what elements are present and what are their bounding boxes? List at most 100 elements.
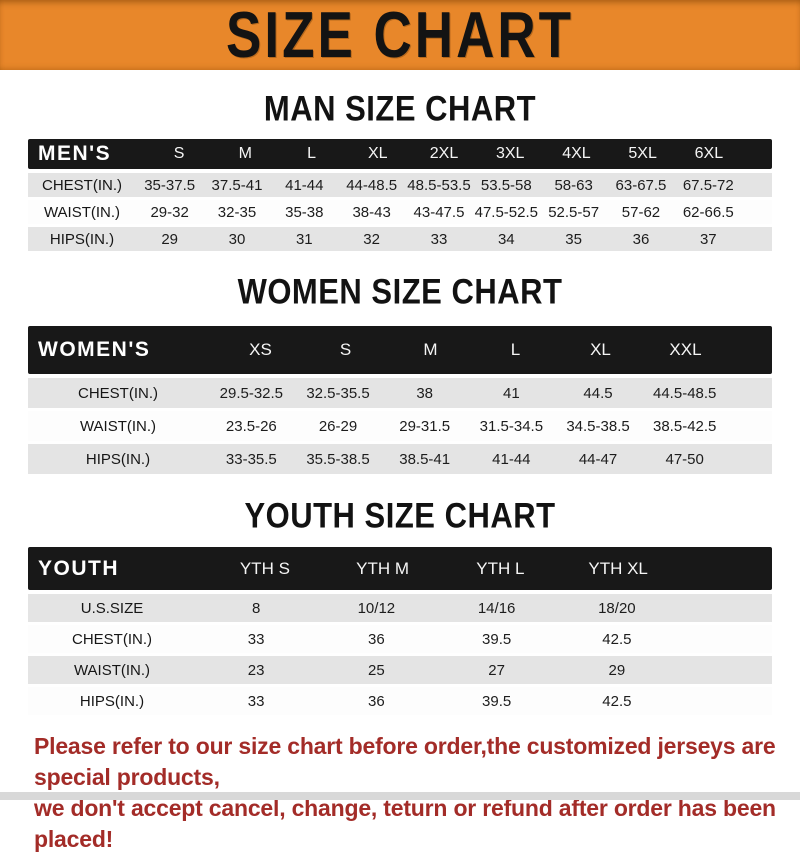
size-value-cell: 35-37.5: [144, 176, 196, 194]
size-value-cell: 29: [161, 230, 178, 248]
size-value-cell: 37.5-41: [211, 176, 263, 194]
footer-line-1: Please refer to our size chart before or…: [34, 733, 776, 790]
size-value-cell: 35.5-38.5: [306, 450, 370, 468]
size-value-cell: 48.5-53.5: [407, 176, 471, 194]
footer-line-2: we don't accept cancel, change, teturn o…: [34, 795, 776, 852]
size-value-cell: 14/16: [477, 599, 516, 617]
size-value-cell: 33: [247, 630, 265, 648]
men-size-table: MEN'S S M L XL 2XL 3XL 4XL 5XL 6XL CHEST(IN.) 35-37…: [28, 139, 772, 251]
size-value-cell: 39.5: [482, 692, 512, 710]
row-label-cell: U.S.SIZE: [80, 599, 144, 617]
size-value-cell: 33-35.5: [225, 450, 277, 468]
column-header-cell: YTH L: [476, 558, 525, 578]
size-value-cell: 10/12: [357, 599, 396, 617]
table-row: HIPS(IN.) 33-35.5 35.5-38.5 38.5-41 41-44 44-…: [28, 444, 772, 474]
size-value-cell: 67.5-72: [682, 176, 734, 194]
table-row: CHEST(IN.) 33 36 39.5 42.5: [28, 625, 772, 653]
column-header-cell: XL: [367, 145, 388, 162]
size-value-cell: 33: [430, 230, 448, 248]
size-value-cell: 58-63: [554, 176, 593, 194]
size-value-cell: 26-29: [318, 417, 358, 435]
column-header-cell: S: [339, 340, 352, 359]
section-women-size-chart: WOMEN SIZE CHART WOMEN'S XS S M L XL XXL CHEST(…: [0, 271, 800, 474]
size-value-cell: 44-48.5: [346, 176, 398, 194]
row-label-cell: CHEST(IN.): [42, 176, 122, 194]
size-value-cell: 43-47.5: [413, 203, 465, 221]
row-label-cell: CHEST(IN.): [72, 630, 152, 648]
size-value-cell: 41-44: [492, 450, 531, 468]
size-value-cell: 44-47: [578, 450, 618, 468]
size-value-cell: 35: [565, 230, 582, 248]
table-header-row: MEN'S S M L XL 2XL 3XL 4XL 5XL 6XL: [28, 139, 772, 169]
page-title: SIZE CHART: [226, 0, 574, 71]
column-header-cell: YTH S: [239, 558, 290, 578]
size-value-cell: 63-67.5: [615, 176, 667, 194]
row-label-cell: HIPS(IN.): [85, 450, 151, 468]
size-value-cell: 29-31.5: [399, 417, 451, 435]
size-value-cell: 30: [228, 230, 246, 248]
table-row: CHEST(IN.) 29.5-32.5 32.5-35.5 38 41 44.5 44.5…: [28, 378, 772, 408]
size-value-cell: 23: [247, 661, 265, 679]
table-row: WAIST(IN.) 23 25 27 29: [28, 656, 772, 684]
size-value-cell: 33: [247, 692, 265, 710]
table-header-label: YOUTH: [38, 556, 119, 580]
size-value-cell: 36: [632, 230, 650, 248]
row-label-cell: WAIST(IN.): [73, 661, 151, 679]
size-value-cell: 42.5: [602, 630, 632, 648]
row-label-cell: WAIST(IN.): [79, 417, 157, 435]
table-row: WAIST(IN.) 23.5-26 26-29 29-31.5 31.5-34.5 34…: [28, 411, 772, 441]
size-value-cell: 25: [368, 661, 385, 679]
size-value-cell: 47.5-52.5: [474, 203, 538, 221]
column-header-cell: XS: [249, 340, 272, 359]
size-value-cell: 38.5-41: [399, 450, 451, 468]
size-value-cell: 23.5-26: [225, 417, 277, 435]
size-value-cell: 53.5-58: [480, 176, 532, 194]
size-value-cell: 57-62: [621, 203, 661, 221]
section-youth-size-chart: YOUTH SIZE CHART YOUTH YTH S YTH M YTH L YTH…: [0, 495, 800, 715]
size-value-cell: 42.5: [602, 692, 632, 710]
size-value-cell: 8: [251, 599, 261, 617]
size-value-cell: 41-44: [285, 176, 324, 194]
size-value-cell: 36: [368, 630, 385, 648]
table-header-label: WOMEN'S: [38, 338, 151, 361]
size-value-cell: 34.5-38.5: [566, 417, 630, 435]
table-row: CHEST(IN.) 35-37.5 37.5-41 41-44 44-48.5 48.5…: [28, 173, 772, 197]
row-label-cell: HIPS(IN.): [79, 692, 145, 710]
size-value-cell: 18/20: [598, 599, 636, 617]
size-value-cell: 29: [608, 661, 626, 679]
column-header-cell: 4XL: [562, 145, 591, 162]
column-header-cell: YTH M: [356, 558, 410, 578]
size-value-cell: 52.5-57: [548, 203, 600, 221]
table-row: HIPS(IN.) 33 36 39.5 42.5: [28, 687, 772, 715]
section-title-women: WOMEN SIZE CHART: [237, 271, 563, 312]
table-row: U.S.SIZE 8 10/12 14/16 18/20: [28, 594, 772, 622]
size-value-cell: 35-38: [285, 203, 324, 221]
column-header-cell: 6XL: [694, 145, 724, 162]
size-value-cell: 32-35: [217, 203, 257, 221]
size-value-cell: 32: [363, 230, 380, 248]
size-value-cell: 29-32: [150, 203, 189, 221]
row-label-cell: CHEST(IN.): [78, 384, 158, 402]
size-value-cell: 41: [503, 384, 520, 402]
row-label-cell: HIPS(IN.): [49, 230, 115, 248]
youth-size-table: YOUTH YTH S YTH M YTH L YTH XL U.S.SIZE 8 10/12…: [28, 547, 772, 715]
women-size-table: WOMEN'S XS S M L XL XXL CHEST(IN.) 29.5-32.5 32.5…: [28, 326, 772, 474]
size-value-cell: 38.5-42.5: [653, 417, 717, 435]
size-value-cell: 31: [295, 230, 313, 248]
column-header-cell: XL: [590, 340, 611, 359]
size-value-cell: 27: [488, 661, 505, 679]
size-value-cell: 37: [699, 230, 717, 248]
column-header-cell: 3XL: [495, 145, 525, 162]
column-header-cell: 2XL: [429, 145, 459, 162]
table-header-row: WOMEN'S XS S M L XL XXL: [28, 326, 772, 374]
size-value-cell: 44.5: [583, 384, 613, 402]
column-header-cell: L: [510, 340, 521, 359]
size-value-cell: 29.5-32.5: [219, 384, 284, 402]
size-value-cell: 34: [497, 230, 515, 248]
bottom-strip: [0, 792, 800, 800]
section-title-youth: YOUTH SIZE CHART: [244, 495, 556, 536]
column-header-cell: S: [173, 145, 185, 162]
column-header-cell: M: [238, 145, 252, 162]
table-header-row: YOUTH YTH S YTH M YTH L YTH XL: [28, 547, 772, 590]
column-header-cell: 5XL: [628, 145, 657, 162]
